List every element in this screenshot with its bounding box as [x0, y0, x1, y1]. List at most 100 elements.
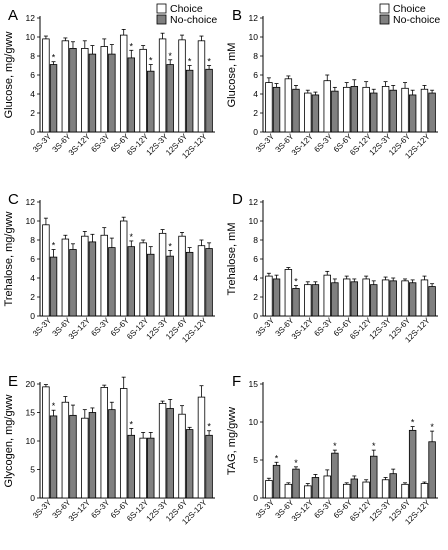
legend-label: Choice [170, 3, 203, 15]
bar-choice [42, 224, 50, 317]
bar-choice [119, 220, 128, 317]
bar-no-choice [311, 284, 320, 317]
y-axis-label: Glucose, mg/gww [3, 32, 15, 119]
bar-no-choice [389, 280, 397, 317]
y-axis-label: Trehalose, mM [226, 223, 238, 296]
bar-no-choice [69, 48, 77, 133]
x-tick-label: 6S-3Y [89, 132, 112, 155]
bar-no-choice [331, 90, 339, 133]
x-tick-label: 6S-3Y [312, 132, 335, 155]
y-tick-label: 8 [30, 51, 35, 61]
y-tick-label: 8 [253, 235, 258, 245]
significance-star: * [294, 277, 298, 287]
x-tick-label: 6S-3Y [312, 316, 335, 339]
bar-no-choice [389, 89, 397, 133]
y-tick-label: 10 [26, 216, 36, 226]
x-tick-label: 3S-12Y [67, 498, 93, 524]
legend-swatch-choice [379, 3, 390, 14]
bar-choice [265, 275, 273, 317]
y-tick-label: 10 [26, 32, 36, 42]
bar-no-choice [370, 455, 378, 499]
bar-choice [178, 413, 186, 499]
panel-letter: C [8, 191, 19, 208]
x-tick-label: 6S-3Y [312, 498, 335, 521]
significance-star: * [207, 57, 211, 67]
y-tick-label: 6 [253, 254, 258, 264]
y-tick-label: 15 [249, 379, 259, 389]
bar-no-choice [389, 473, 397, 499]
bar-no-choice [205, 68, 213, 133]
bar-choice [100, 234, 108, 317]
bar-no-choice [428, 441, 436, 499]
significance-star: * [52, 401, 56, 411]
x-tick-label: 3S-12Y [290, 132, 316, 158]
bar-choice [158, 38, 167, 133]
bar-choice [420, 88, 429, 133]
bar-choice [100, 46, 108, 133]
bar-choice [284, 269, 293, 317]
bar-no-choice [428, 92, 436, 133]
bar-choice [342, 278, 351, 317]
bar-no-choice [185, 429, 194, 499]
bar-no-choice [331, 452, 339, 499]
y-tick-label: 2 [253, 292, 258, 302]
significance-star: * [430, 422, 434, 432]
bar-no-choice [311, 94, 320, 133]
y-tick-label: 12 [249, 197, 259, 207]
x-tick-label: 3S-12Y [67, 316, 93, 342]
bar-no-choice [166, 255, 174, 317]
bar-no-choice [350, 281, 359, 317]
legend-label: Choice [393, 3, 426, 15]
bar-choice [284, 483, 293, 499]
significance-star: * [372, 441, 376, 451]
bar-no-choice [272, 464, 281, 499]
bar-no-choice [428, 286, 436, 317]
y-tick-label: 4 [30, 89, 35, 99]
bar-choice [100, 387, 108, 499]
bar-no-choice [370, 92, 378, 133]
bar-choice [42, 38, 50, 133]
bar-no-choice [127, 57, 136, 133]
y-tick-label: 4 [30, 273, 35, 283]
significance-star: * [130, 41, 134, 51]
significance-star: * [294, 458, 298, 468]
bar-choice [178, 235, 186, 317]
y-tick-label: 4 [253, 273, 258, 283]
bar-no-choice [408, 429, 417, 499]
legend-swatch-choice [156, 3, 167, 14]
bar-no-choice [331, 282, 339, 317]
y-tick-label: 0 [253, 127, 258, 137]
y-axis-label: TAG, mg/gww [226, 407, 238, 475]
x-tick-label: 3S-12Y [67, 132, 93, 158]
bar-choice [119, 388, 128, 499]
significance-star: * [130, 232, 134, 242]
panel-letter: D [232, 191, 243, 208]
bar-choice [119, 34, 128, 133]
bar-choice [362, 481, 370, 499]
y-tick-label: 10 [249, 417, 259, 427]
bar-choice [323, 80, 331, 133]
bar-no-choice [166, 64, 174, 133]
y-tick-label: 12 [26, 197, 36, 207]
y-axis-label: Glycogen, mg/gww [3, 394, 15, 487]
y-tick-label: 6 [30, 254, 35, 264]
significance-star: * [168, 51, 172, 61]
bar-no-choice [185, 251, 194, 317]
bar-choice [420, 279, 429, 317]
bar-choice [61, 40, 70, 133]
bar-no-choice [88, 241, 97, 317]
x-tick-label: 3S-12Y [290, 498, 316, 524]
bar-choice [265, 82, 273, 133]
bar-choice [139, 48, 147, 133]
bar-choice [304, 92, 312, 133]
bar-choice [61, 238, 70, 317]
bar-choice [401, 280, 409, 317]
x-tick-label: 3S-12Y [290, 316, 316, 342]
bar-no-choice [185, 69, 194, 133]
bar-choice [178, 39, 186, 133]
bar-choice [81, 417, 89, 499]
bar-no-choice [147, 437, 155, 499]
bar-no-choice [49, 415, 58, 499]
